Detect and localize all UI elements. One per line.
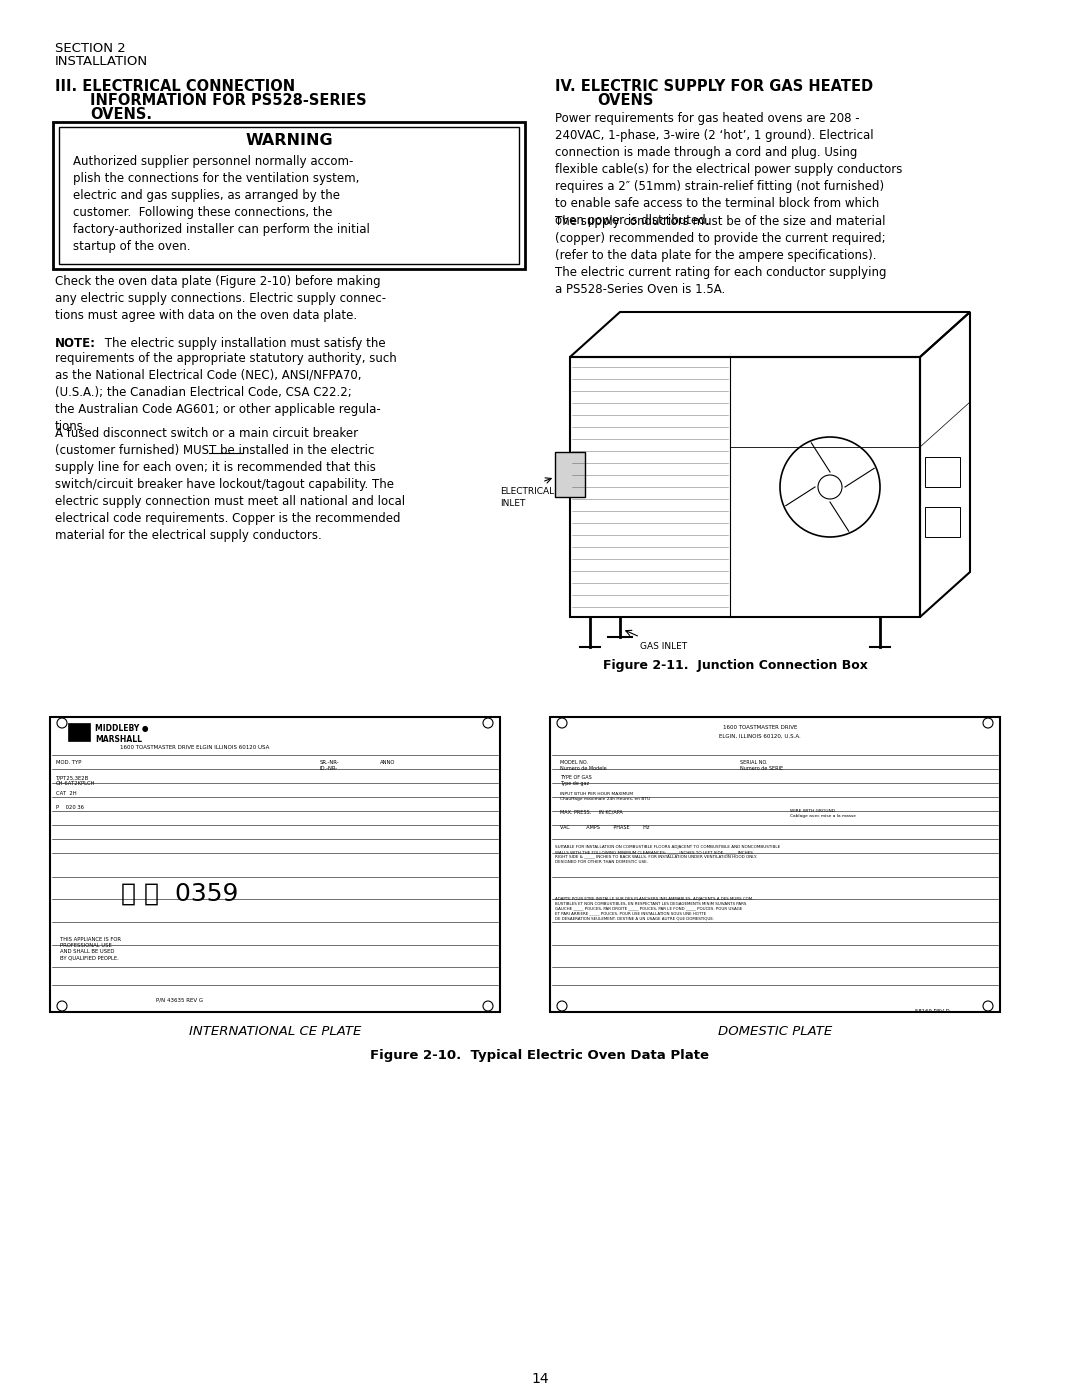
Bar <box>59 127 519 264</box>
Text: MIDDLEBY ●: MIDDLEBY ● <box>95 724 149 733</box>
Text: The supply conductors must be of the size and material
(copper) recommended to p: The supply conductors must be of the siz… <box>555 215 887 296</box>
Bar <box>555 453 585 497</box>
Text: GAS INLET: GAS INLET <box>640 643 687 651</box>
Text: T/PT25,3E2B
CH-6AT2KPLCH: T/PT25,3E2B CH-6AT2KPLCH <box>56 775 95 785</box>
Bar <box>68 724 90 740</box>
Bar <box>924 457 960 488</box>
Bar <box>53 122 525 270</box>
Text: 1600 TOASTMASTER DRIVE ELGIN ILLINOIS 60120 USA: 1600 TOASTMASTER DRIVE ELGIN ILLINOIS 60… <box>120 745 269 750</box>
Text: The electric supply installation must satisfy the: The electric supply installation must sa… <box>100 337 386 351</box>
Text: Authorized supplier personnel normally accom-
plish the connections for the vent: Authorized supplier personnel normally a… <box>73 155 369 253</box>
Text: requirements of the appropriate statutory authority, such
as the National Electr: requirements of the appropriate statutor… <box>55 352 396 433</box>
Text: OVENS: OVENS <box>597 94 653 108</box>
Text: INFORMATION FOR PS528-SERIES: INFORMATION FOR PS528-SERIES <box>90 94 366 108</box>
Text: ELECTRICAL: ELECTRICAL <box>500 488 554 496</box>
Text: VAC           AMPS         PHASE         Hz: VAC AMPS PHASE Hz <box>561 826 649 830</box>
Text: THIS APPLIANCE IS FOR
PROFESSIONAL USE
AND SHALL BE USED
BY QUALIFIED PEOPLE.: THIS APPLIANCE IS FOR PROFESSIONAL USE A… <box>60 937 121 961</box>
Text: MARSHALL: MARSHALL <box>95 735 141 745</box>
Text: NOTE:: NOTE: <box>55 337 96 351</box>
Text: ELGIN, ILLINOIS 60120, U.S.A.: ELGIN, ILLINOIS 60120, U.S.A. <box>719 733 801 739</box>
Text: A fused disconnect switch or a main circuit breaker
(customer furnished) MUST be: A fused disconnect switch or a main circ… <box>55 427 405 542</box>
Text: MOD. TYP: MOD. TYP <box>56 760 81 766</box>
Text: MAX. PRESS.     IN KC/APA: MAX. PRESS. IN KC/APA <box>561 809 623 814</box>
Text: INSTALLATION: INSTALLATION <box>55 54 148 68</box>
Text: 1600 TOASTMASTER DRIVE: 1600 TOASTMASTER DRIVE <box>723 725 797 731</box>
Text: ADAPTE POUR ETRE INSTALLE SUR DES PLANCHERS INFLAMMABLES, ADJACENTS A DES MURS C: ADAPTE POUR ETRE INSTALLE SUR DES PLANCH… <box>555 897 754 921</box>
Text: SECTION 2: SECTION 2 <box>55 42 125 54</box>
Text: SUITABLE FOR INSTALLATION ON COMBUSTIBLE FLOORS ADJACENT TO COMBUSTIBLE AND NONC: SUITABLE FOR INSTALLATION ON COMBUSTIBLE… <box>555 845 780 863</box>
Text: P    020 36: P 020 36 <box>56 805 84 810</box>
Text: TYPE OF GAS
Type de gaz: TYPE OF GAS Type de gaz <box>561 775 592 785</box>
Text: CAT  2H: CAT 2H <box>56 791 77 796</box>
Text: Figure 2-11.  Junction Connection Box: Figure 2-11. Junction Connection Box <box>603 659 867 672</box>
Text: WIRE WITH GROUND
Cablage avec mise a la masse: WIRE WITH GROUND Cablage avec mise a la … <box>789 809 856 817</box>
Text: INTERNATIONAL CE PLATE: INTERNATIONAL CE PLATE <box>189 1025 361 1038</box>
Bar <box>924 507 960 536</box>
Text: P/N 43635 REV G: P/N 43635 REV G <box>157 997 203 1002</box>
Bar <box>550 717 1000 1011</box>
Text: Check the oven data plate (Figure 2-10) before making
any electric supply connec: Check the oven data plate (Figure 2-10) … <box>55 275 387 321</box>
Text: ANNO: ANNO <box>380 760 395 766</box>
Text: MODEL NO.
Numero de Modele: MODEL NO. Numero de Modele <box>561 760 607 771</box>
Text: IV. ELECTRIC SUPPLY FOR GAS HEATED: IV. ELECTRIC SUPPLY FOR GAS HEATED <box>555 80 873 94</box>
Bar <box>50 717 500 1011</box>
Text: INLET: INLET <box>500 499 525 509</box>
Text: DOMESTIC PLATE: DOMESTIC PLATE <box>718 1025 832 1038</box>
Text: SR.-NR-
ID.-NR-: SR.-NR- ID.-NR- <box>320 760 339 771</box>
Text: 58169 REV D: 58169 REV D <box>916 1009 950 1014</box>
Text: SERIAL NO.
Numero de SERIE: SERIAL NO. Numero de SERIE <box>740 760 783 771</box>
Text: III. ELECTRICAL CONNECTION: III. ELECTRICAL CONNECTION <box>55 80 295 94</box>
Text: INPUT BTUH PER HOUR MAXIMUM
Chauffage maximale 24h Heures, en BTU: INPUT BTUH PER HOUR MAXIMUM Chauffage ma… <box>561 792 650 800</box>
Text: WARNING: WARNING <box>245 133 333 148</box>
Text: Figure 2-10.  Typical Electric Oven Data Plate: Figure 2-10. Typical Electric Oven Data … <box>370 1049 710 1062</box>
Text: OVENS.: OVENS. <box>90 108 152 122</box>
Text: 14: 14 <box>531 1372 549 1386</box>
Text: Power requirements for gas heated ovens are 208 -
240VAC, 1-phase, 3-wire (2 ‘ho: Power requirements for gas heated ovens … <box>555 112 903 226</box>
Text: Ⓒ Ⓔ  0359: Ⓒ Ⓔ 0359 <box>121 882 239 907</box>
